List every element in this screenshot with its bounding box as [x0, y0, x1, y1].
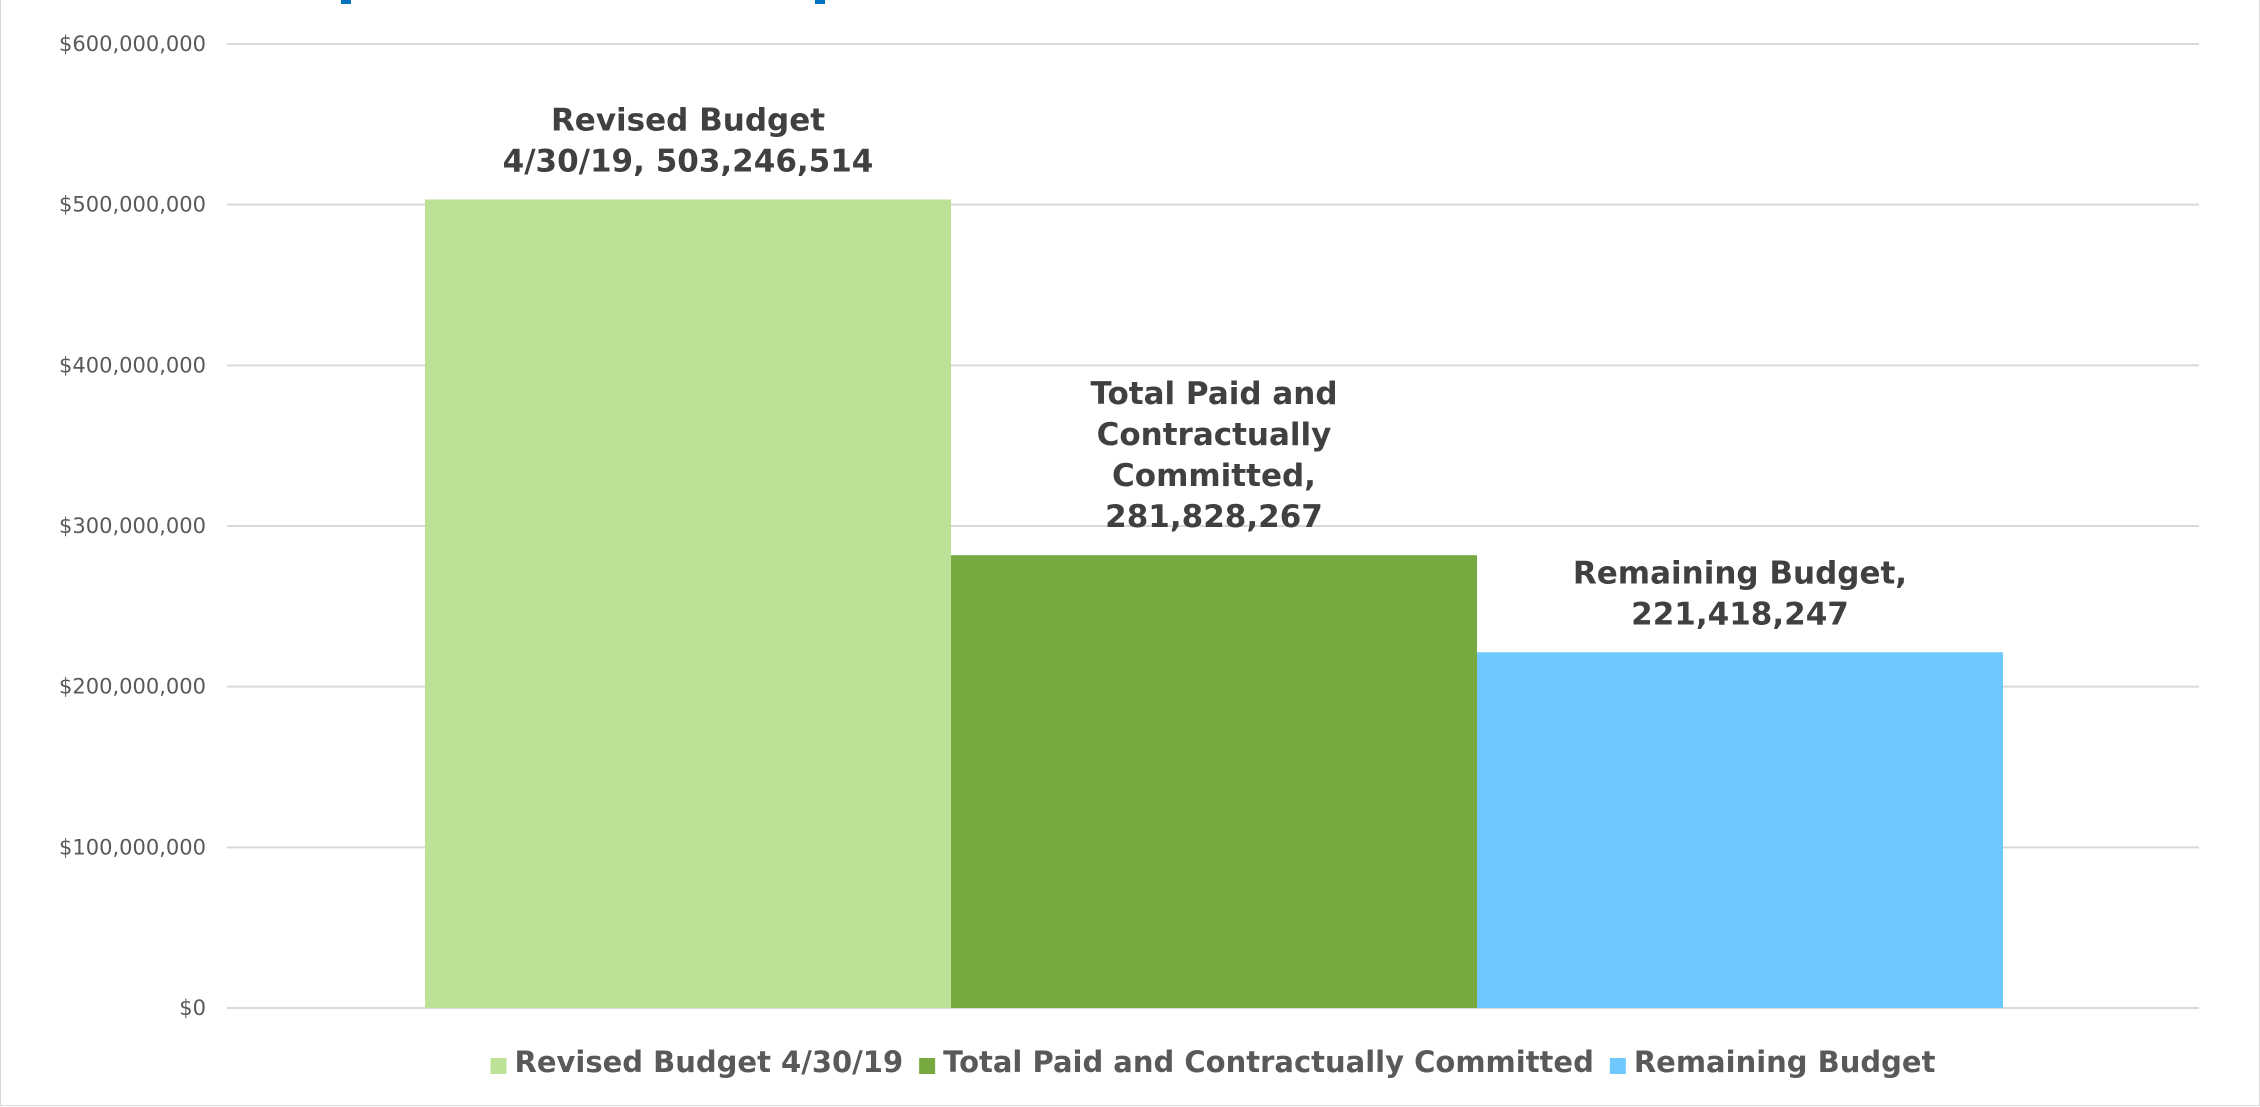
cut-title-fragment-left [341, 0, 351, 4]
cut-off-title-fragment [341, 0, 825, 4]
data-label: Total Paid and Contractually Committed, 281… [1090, 376, 1337, 535]
legend-item: Remaining Budget [1609, 1045, 1936, 1079]
legend-label: Remaining Budget [1634, 1045, 1936, 1079]
legend-label: Revised Budget 4/30/19 [515, 1045, 904, 1079]
legend: Revised Budget 4/30/19 Total Paid and Con… [490, 1045, 1936, 1079]
y-tick-label: $600,000,000 [59, 32, 206, 56]
data-label: Revised Budget 4/30/19, 503,246,514 [503, 102, 874, 179]
y-tick-label: $100,000,000 [59, 835, 206, 859]
bars [425, 199, 2003, 1008]
y-tick-label: $400,000,000 [59, 353, 206, 377]
legend-item: Revised Budget 4/30/19 [490, 1045, 904, 1079]
bar-revised-budget-4-30-19 [425, 199, 951, 1008]
y-tick-label: $0 [179, 996, 206, 1020]
bar-total-paid-and-contractually-committed [951, 555, 1477, 1008]
bar-remaining-budget [1477, 652, 2003, 1008]
y-axis-tick-labels: $0 $100,000,000 $200,000,000 $300,000,000 $4… [59, 32, 206, 1020]
y-tick-label: $200,000,000 [59, 675, 206, 699]
legend-swatch [1609, 1058, 1626, 1074]
legend-item: Total Paid and Contractually Committed [919, 1045, 1594, 1079]
y-tick-label: $300,000,000 [59, 514, 206, 538]
cut-title-fragment-right [815, 0, 825, 4]
legend-swatch [490, 1058, 507, 1074]
data-label: Remaining Budget, 221,418,247 [1573, 555, 1907, 632]
legend-swatch [919, 1058, 936, 1074]
legend-label: Total Paid and Contractually Committed [943, 1045, 1594, 1079]
y-tick-label: $500,000,000 [59, 193, 206, 217]
data-labels: Revised Budget 4/30/19, 503,246,514 Total … [503, 102, 1907, 632]
